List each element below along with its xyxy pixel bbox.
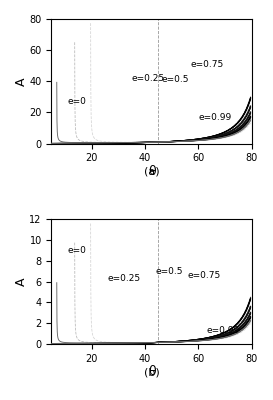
Text: e=0.99: e=0.99 bbox=[198, 113, 232, 122]
Text: e=0.99: e=0.99 bbox=[206, 326, 240, 335]
Text: e=0.5: e=0.5 bbox=[156, 267, 183, 276]
Text: (a): (a) bbox=[144, 167, 159, 177]
Text: (b): (b) bbox=[144, 367, 159, 377]
Text: e=0.25: e=0.25 bbox=[108, 274, 141, 283]
Text: e=0.75: e=0.75 bbox=[188, 271, 221, 280]
Text: e=0.25: e=0.25 bbox=[132, 74, 165, 83]
Y-axis label: A: A bbox=[15, 77, 28, 86]
Text: e=0: e=0 bbox=[67, 246, 86, 255]
X-axis label: θ: θ bbox=[148, 365, 156, 378]
Y-axis label: A: A bbox=[15, 278, 28, 286]
Text: e=0.75: e=0.75 bbox=[191, 60, 224, 69]
Text: e=0.5: e=0.5 bbox=[161, 75, 189, 84]
Text: e=0: e=0 bbox=[67, 97, 86, 106]
X-axis label: θ: θ bbox=[148, 165, 156, 178]
